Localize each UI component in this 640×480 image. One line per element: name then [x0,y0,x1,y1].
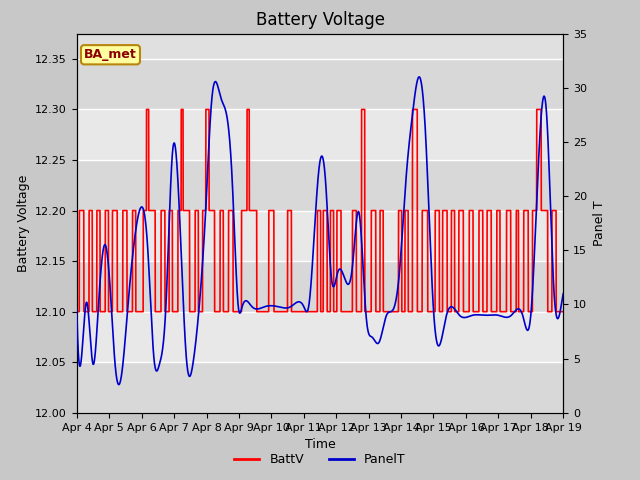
Title: Battery Voltage: Battery Voltage [255,11,385,29]
Bar [77,109,563,160]
Bar [77,312,563,362]
Y-axis label: Battery Voltage: Battery Voltage [17,175,29,272]
Bar [77,261,563,312]
Bar [77,211,563,261]
Bar [77,59,563,109]
Legend: BattV, PanelT: BattV, PanelT [229,448,411,471]
Bar [77,160,563,211]
X-axis label: Time: Time [305,438,335,451]
Text: BA_met: BA_met [84,48,137,61]
Bar [77,362,563,413]
Y-axis label: Panel T: Panel T [593,200,605,246]
